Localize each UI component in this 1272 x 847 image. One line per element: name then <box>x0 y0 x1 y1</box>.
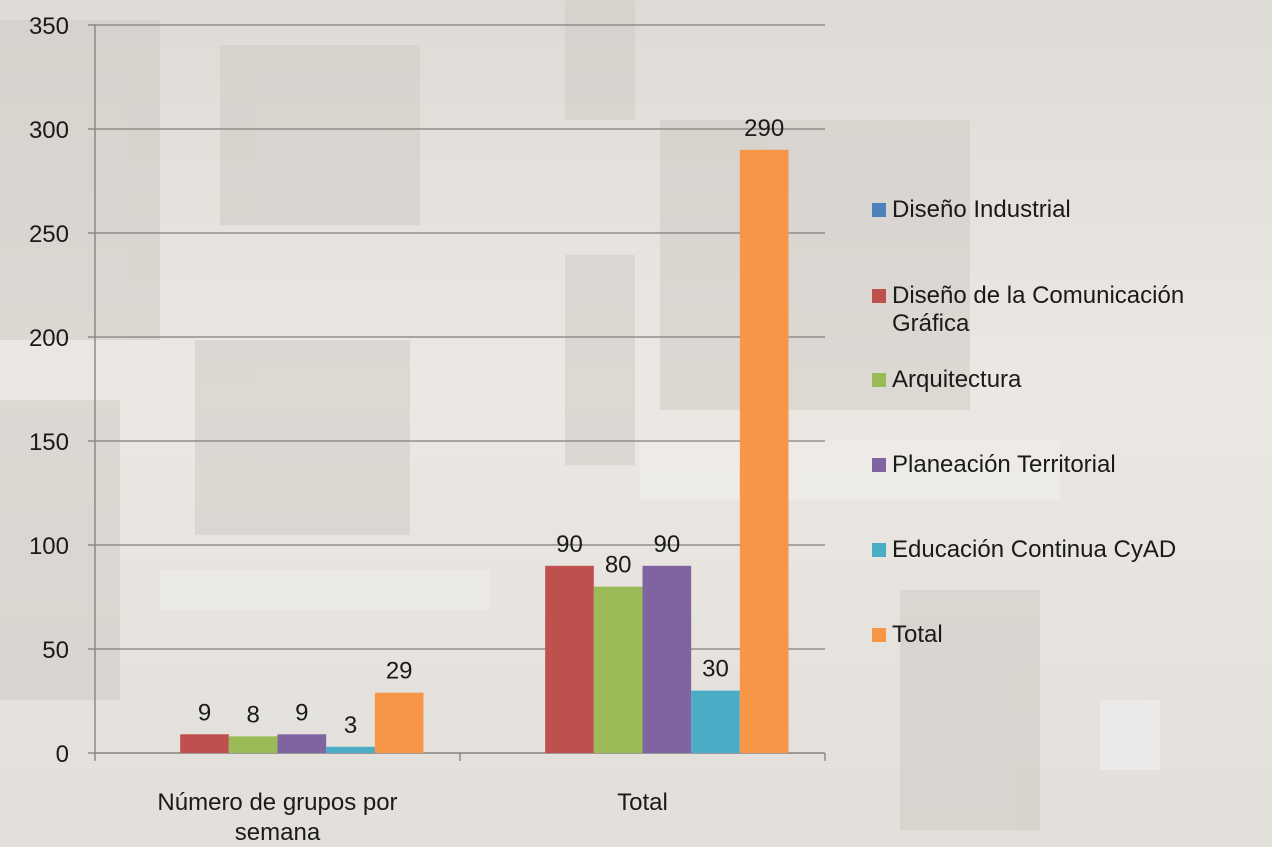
data-label: 290 <box>744 115 784 142</box>
legend-label: Diseño Industrial <box>892 196 1071 223</box>
data-label: 3 <box>344 712 357 739</box>
bar <box>739 149 789 754</box>
data-label: 9 <box>295 699 308 726</box>
data-label: 8 <box>246 701 259 728</box>
x-tick-label: Total <box>617 789 668 816</box>
y-tick-label: 300 <box>29 117 69 144</box>
legend-entry: Diseño de la Comunicación Gráfica <box>872 282 1242 338</box>
legend-label: Arquitectura <box>892 366 1022 393</box>
y-tick-label: 100 <box>29 533 69 560</box>
bar <box>593 586 643 753</box>
legend-swatch <box>872 458 886 472</box>
y-tick-label: 150 <box>29 429 69 456</box>
legend-label: Educación Continua CyAD <box>892 536 1177 563</box>
bar <box>228 736 278 753</box>
x-tick-label: Número de grupos por semana <box>157 789 398 846</box>
y-tick-label: 350 <box>29 13 69 40</box>
legend-swatch <box>872 203 886 217</box>
bar <box>180 734 229 753</box>
legend-entry: Arquitectura <box>872 366 1021 394</box>
data-label: 90 <box>653 531 680 558</box>
legend-swatch <box>872 628 886 642</box>
data-label: 80 <box>605 552 632 579</box>
bar <box>691 690 740 753</box>
data-label: 9 <box>198 699 211 726</box>
legend-entry: Total <box>872 621 943 649</box>
data-label: 90 <box>556 531 583 558</box>
legend-label: Planeación Territorial <box>892 451 1116 478</box>
legend-swatch <box>872 373 886 387</box>
legend-label: Total <box>892 621 943 648</box>
data-label: 30 <box>702 656 729 683</box>
y-tick-label: 250 <box>29 221 69 248</box>
bar <box>326 746 375 753</box>
y-tick-label: 0 <box>56 741 69 768</box>
legend-swatch <box>872 289 886 303</box>
legend-entry: Diseño Industrial <box>872 196 1071 224</box>
data-label: 29 <box>386 658 413 685</box>
legend-label: Diseño de la Comunicación Gráfica <box>892 282 1185 337</box>
legend-swatch <box>872 543 886 557</box>
legend-entry: Planeación Territorial <box>872 451 1116 479</box>
bar <box>277 734 327 753</box>
y-tick-label: 50 <box>42 637 69 664</box>
legend-entry: Educación Continua CyAD <box>872 536 1176 564</box>
bar <box>642 565 692 753</box>
y-tick-label: 200 <box>29 325 69 352</box>
bar <box>374 692 424 753</box>
bar <box>545 565 594 753</box>
